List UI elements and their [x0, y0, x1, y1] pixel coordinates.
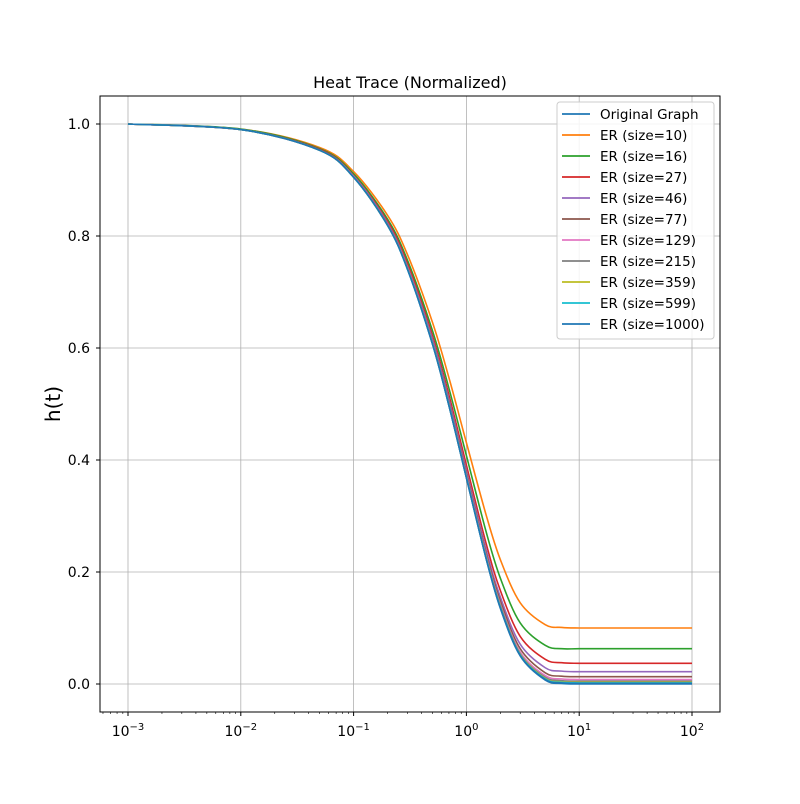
chart-title: Heat Trace (Normalized) — [313, 73, 507, 92]
legend: Original Graph ER (size=10) ER (size=16) ER… — [556, 101, 715, 340]
y-tick-label: 0.8 — [68, 229, 90, 245]
series-line — [127, 123, 692, 629]
legend-label: ER (size=359) — [600, 275, 696, 291]
legend-label: ER (size=77) — [600, 212, 687, 228]
legend-label: ER (size=10) — [600, 128, 687, 144]
y-axis-label: h(t) — [41, 386, 65, 422]
legend-label: ER (size=27) — [600, 170, 687, 186]
legend-label: ER (size=46) — [600, 191, 687, 207]
x-tick-label: 102 — [680, 722, 704, 740]
y-axis: 0.0 0.2 0.4 0.6 0.8 1.0 — [68, 117, 100, 693]
legend-label: ER (size=16) — [600, 149, 687, 165]
y-tick-label: 1.0 — [68, 117, 90, 133]
x-tick-label: 10−3 — [112, 722, 145, 740]
legend-label: ER (size=215) — [600, 254, 696, 270]
y-tick-label: 0.6 — [68, 341, 90, 357]
series-line — [127, 123, 692, 685]
y-tick-label: 0.4 — [68, 453, 90, 469]
x-tick-label: 10−1 — [337, 722, 370, 740]
legend-label: ER (size=129) — [600, 233, 696, 249]
legend-label: ER (size=599) — [600, 296, 696, 312]
y-tick-label: 0.2 — [68, 565, 90, 581]
legend-label: ER (size=1000) — [600, 317, 705, 333]
plot-frame — [99, 95, 721, 713]
y-tick-label: 0.0 — [68, 677, 90, 693]
x-tick-label: 100 — [454, 722, 478, 740]
x-axis: 10−3 10−2 10−1 100 101 102 — [102, 712, 704, 740]
legend-box — [556, 101, 715, 340]
series-lines — [127, 123, 692, 685]
legend-label: Original Graph — [600, 107, 699, 123]
x-tick-label: 101 — [567, 722, 591, 740]
x-tick-label: 10−2 — [225, 722, 258, 740]
